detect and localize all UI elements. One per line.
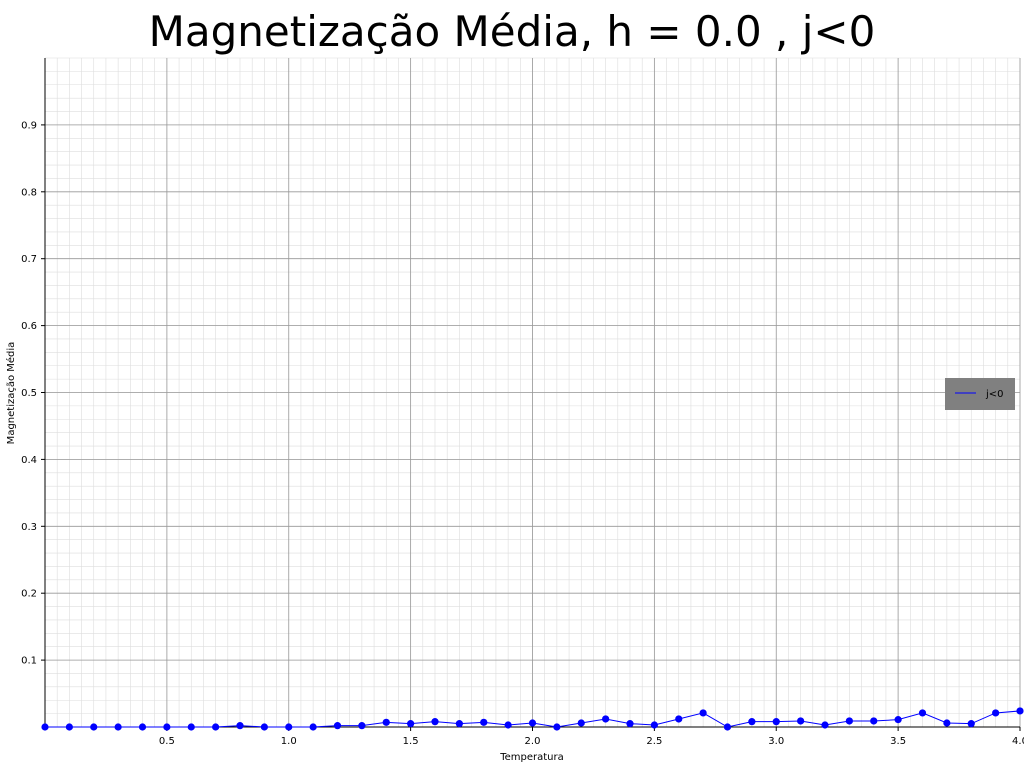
data-point bbox=[626, 720, 634, 728]
data-point bbox=[894, 716, 902, 724]
data-point bbox=[333, 722, 342, 730]
y-tick-label: 0.7 bbox=[21, 254, 37, 265]
data-point bbox=[553, 723, 561, 731]
data-point bbox=[1016, 707, 1024, 715]
data-point bbox=[577, 719, 585, 727]
data-point bbox=[41, 723, 49, 731]
y-axis-label: Magnetização Média bbox=[5, 342, 17, 445]
y-tick-label: 0.5 bbox=[21, 388, 37, 399]
data-point bbox=[650, 721, 658, 729]
x-tick-label: 2.0 bbox=[525, 736, 541, 747]
data-point bbox=[797, 717, 805, 725]
data-point bbox=[260, 723, 268, 731]
x-tick-label: 4.0 bbox=[1012, 736, 1024, 747]
data-point bbox=[358, 722, 366, 730]
data-point bbox=[845, 717, 853, 725]
y-tick-label: 0.9 bbox=[21, 120, 37, 131]
data-point bbox=[992, 709, 1000, 717]
data-point bbox=[918, 709, 927, 717]
data-point bbox=[748, 718, 756, 726]
data-point bbox=[163, 723, 171, 731]
data-point bbox=[699, 709, 707, 717]
axis-ticks: 0.5 1.0 1.5 2.0 2.5 3.0 3.5 4.0 0.1 0.2 0.3 0.4 0.5 0… bbox=[21, 120, 1024, 747]
x-tick-label: 1.5 bbox=[403, 736, 419, 747]
data-point bbox=[455, 720, 463, 728]
data-point bbox=[285, 723, 293, 731]
legend-box bbox=[945, 378, 1015, 410]
data-point bbox=[723, 723, 732, 731]
y-tick-label: 0.3 bbox=[21, 522, 37, 533]
data-point bbox=[504, 721, 512, 729]
data-point bbox=[967, 720, 975, 728]
legend-label-j-lt-0: j<0 bbox=[985, 389, 1004, 400]
data-point bbox=[821, 721, 829, 729]
data-point bbox=[187, 723, 195, 731]
x-tick-label: 0.5 bbox=[159, 736, 175, 747]
data-point bbox=[943, 719, 951, 727]
data-point bbox=[212, 723, 220, 731]
data-point bbox=[675, 715, 683, 723]
y-tick-label: 0.8 bbox=[21, 187, 37, 198]
y-tick-label: 0.4 bbox=[21, 455, 37, 466]
major-gridlines bbox=[45, 58, 1021, 727]
x-tick-label: 1.0 bbox=[281, 736, 297, 747]
x-tick-label: 3.5 bbox=[890, 736, 906, 747]
data-point bbox=[236, 722, 244, 730]
x-axis-label: Temperatura bbox=[499, 752, 564, 763]
series-layer bbox=[41, 707, 1024, 731]
data-point bbox=[407, 720, 415, 728]
legend: j<0 bbox=[945, 378, 1015, 410]
data-point bbox=[480, 718, 488, 726]
data-point bbox=[90, 723, 98, 731]
data-point bbox=[114, 723, 122, 731]
data-point bbox=[65, 723, 73, 731]
data-point bbox=[138, 723, 147, 731]
x-tick-label: 3.0 bbox=[768, 736, 784, 747]
data-point bbox=[309, 723, 317, 731]
y-tick-label: 0.6 bbox=[21, 321, 37, 332]
data-point bbox=[431, 718, 439, 726]
chart-title: Magnetização Média, h = 0.0 , j<0 bbox=[149, 7, 876, 56]
y-tick-label: 0.2 bbox=[21, 589, 37, 600]
data-point bbox=[772, 718, 780, 726]
data-point bbox=[870, 717, 878, 725]
x-tick-label: 2.5 bbox=[646, 736, 662, 747]
data-point bbox=[602, 715, 610, 723]
y-tick-label: 0.1 bbox=[21, 656, 37, 667]
data-point bbox=[382, 718, 390, 726]
data-point bbox=[528, 719, 537, 727]
